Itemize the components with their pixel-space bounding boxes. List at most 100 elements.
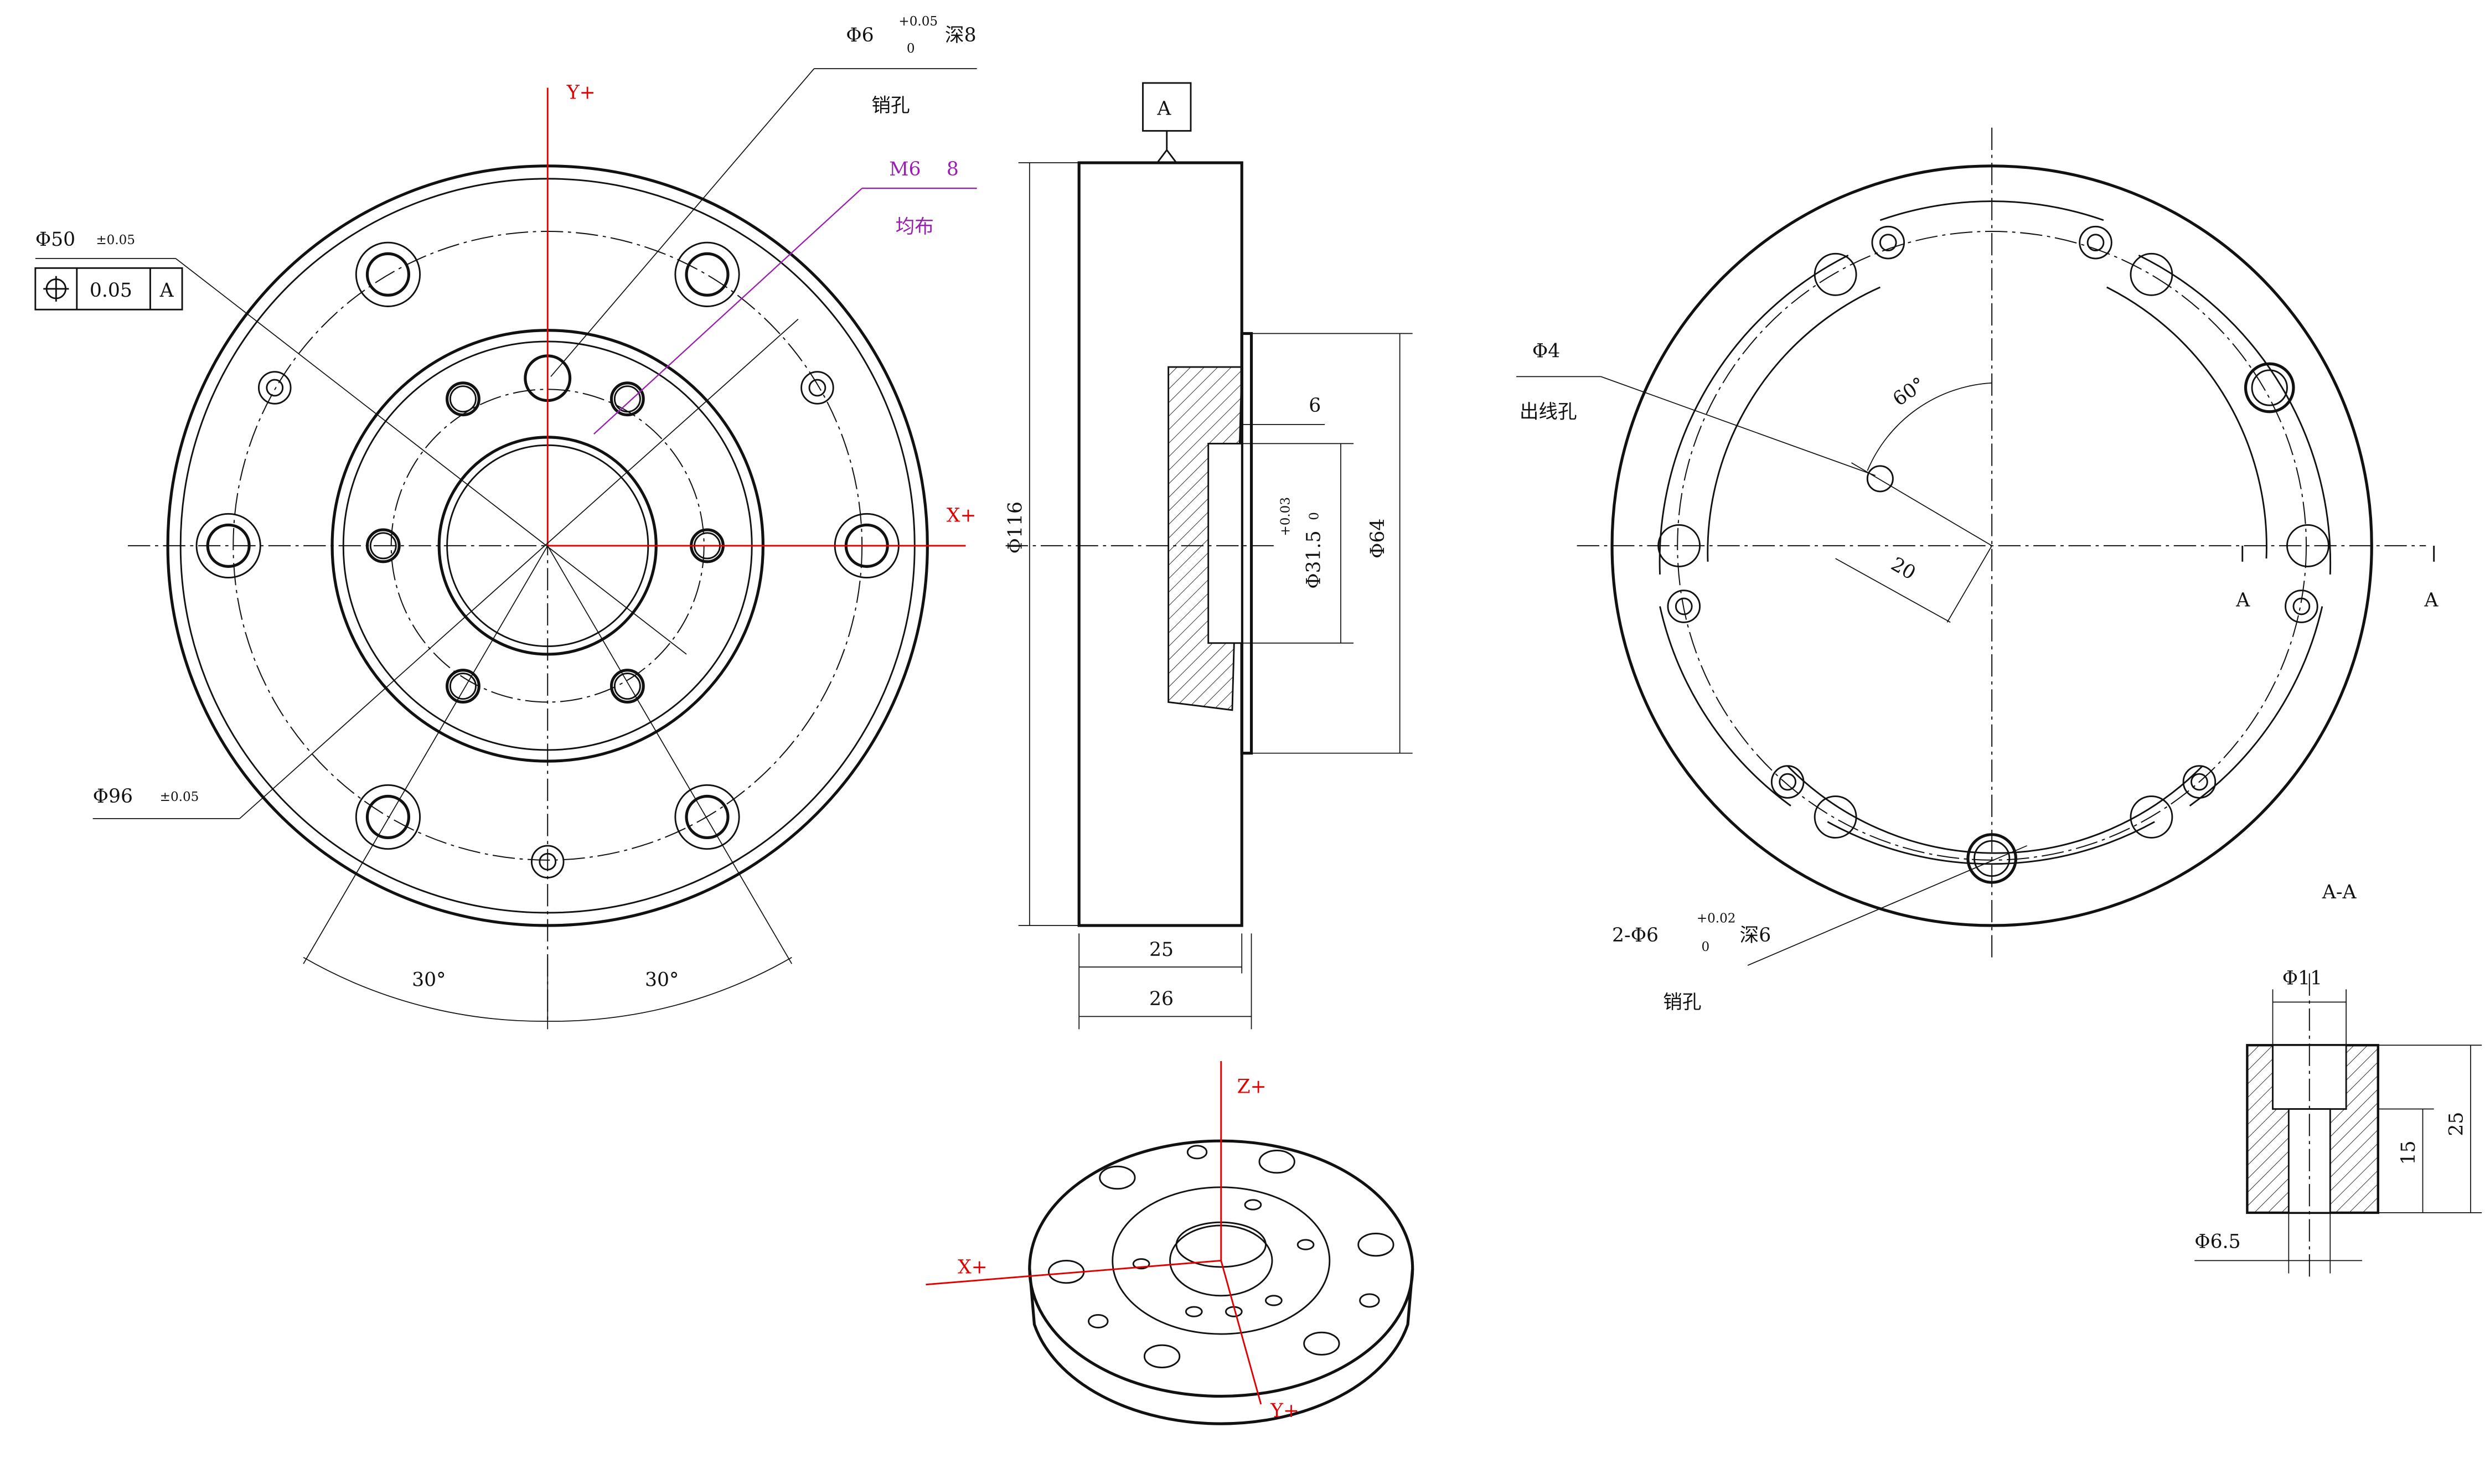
label: 销孔: [1663, 991, 1701, 1014]
circle-shape: [446, 669, 481, 704]
label: 0: [907, 42, 915, 56]
ellipse-shape: [1143, 1344, 1181, 1368]
line-shape: [1600, 376, 1876, 476]
circle-shape: [446, 381, 481, 417]
label: ±0.05: [96, 233, 135, 247]
circle-shape: [449, 385, 477, 413]
ellipse-shape: [1258, 1150, 1295, 1174]
path-shape: [1707, 286, 2267, 854]
circle-shape: [609, 669, 645, 704]
ellipse-shape: [1132, 1258, 1150, 1270]
circle-shape: [1675, 597, 1693, 616]
ellipse-shape: [1359, 1293, 1380, 1308]
circle-shape: [1866, 465, 1894, 493]
label: 均布: [896, 216, 934, 238]
label: 15: [2398, 1140, 2420, 1165]
circle-shape: [1814, 795, 1857, 839]
circle-shape: [266, 379, 284, 397]
circle-shape: [2191, 773, 2208, 791]
label: +0.03: [1279, 497, 1293, 536]
label: 30°: [645, 969, 679, 991]
label: A: [2424, 589, 2439, 611]
ellipse-shape: [1186, 1145, 1208, 1160]
circle-shape: [1779, 773, 1797, 791]
line-shape: [1946, 545, 1992, 623]
circle-shape: [609, 381, 645, 417]
label: Φ6: [846, 24, 874, 46]
line-shape: [593, 188, 862, 435]
label: 0: [1701, 940, 1709, 954]
label: 30°: [412, 969, 446, 991]
line-shape: [547, 545, 793, 964]
label: +0.02: [1697, 911, 1736, 925]
label: A-A: [2322, 881, 2357, 903]
circle-shape: [2086, 234, 2105, 252]
path-shape: [303, 956, 792, 1022]
back-view: Φ4 出线孔 60° 20 A A 2-Φ6 +0.02 0 深6 销孔: [1516, 127, 2439, 1014]
iso-view: Z+ X+ Y+: [926, 1061, 1414, 1425]
path-shape: [1659, 200, 2332, 865]
circle-shape: [674, 241, 740, 307]
ellipse-shape: [1357, 1232, 1394, 1257]
label: Φ96: [93, 785, 133, 808]
label: 0.05: [90, 280, 132, 302]
label: 0: [1308, 512, 1322, 520]
circle-shape: [1879, 234, 1897, 252]
label: 出线孔: [1520, 401, 1577, 423]
circle-shape: [613, 385, 641, 413]
path-shape: [1156, 131, 1177, 163]
label: Z+: [1237, 1076, 1267, 1098]
circle-shape: [257, 371, 292, 405]
label: M6: [889, 158, 921, 180]
circle-shape: [2130, 795, 2173, 839]
circle-shape: [355, 784, 421, 850]
circle-shape: [1667, 590, 1701, 623]
circle-shape: [449, 673, 477, 700]
line-shape: [1220, 1260, 1262, 1405]
circle-shape: [1871, 225, 1905, 260]
label: 20: [1887, 553, 1919, 585]
line-shape: [1851, 462, 1992, 546]
label: Φ4: [1532, 340, 1560, 363]
line-shape: [926, 1259, 1221, 1286]
ellipse-shape: [1185, 1306, 1203, 1317]
label: +0.05: [898, 14, 938, 29]
label: Φ6.5: [2194, 1230, 2240, 1253]
circle-shape: [800, 371, 834, 405]
ellipse-shape: [1099, 1165, 1136, 1190]
rect-shape: [1240, 332, 1253, 755]
circle-shape: [2292, 597, 2311, 616]
line-shape: [1835, 558, 1951, 623]
circle-shape: [2251, 369, 2288, 406]
label: 深8: [945, 24, 977, 46]
circle-shape: [2285, 590, 2318, 623]
circle-shape: [1814, 252, 1857, 296]
label: 8: [947, 158, 959, 180]
label: A: [1156, 98, 1171, 120]
label: Φ64: [1367, 519, 1389, 559]
ellipse-shape: [1265, 1295, 1283, 1306]
label: Φ31.5: [1303, 530, 1325, 588]
label: Φ11: [2282, 968, 2322, 990]
circle-shape: [2079, 225, 2112, 260]
ellipse-shape: [1088, 1314, 1109, 1328]
circle-shape: [355, 241, 421, 307]
circle-shape: [2244, 362, 2295, 413]
line-shape: [239, 318, 799, 819]
label: Y+: [566, 82, 596, 104]
path-shape: [1028, 1268, 1414, 1425]
ellipse-shape: [1296, 1239, 1315, 1250]
label: X+: [947, 505, 977, 527]
label: Y+: [1270, 1400, 1299, 1422]
line-shape: [303, 545, 548, 964]
side-view: A Φ116 6 Φ31.5 +0.03 0 Φ64 25 26: [1004, 82, 1413, 1030]
circle-shape: [674, 784, 740, 850]
label: 26: [1149, 988, 1174, 1010]
label: 25: [1149, 939, 1174, 961]
ellipse-shape: [1303, 1331, 1340, 1356]
label: X+: [958, 1256, 988, 1278]
ellipse-shape: [1244, 1199, 1262, 1211]
circle-shape: [1770, 765, 1805, 799]
circle-shape: [2182, 765, 2217, 799]
